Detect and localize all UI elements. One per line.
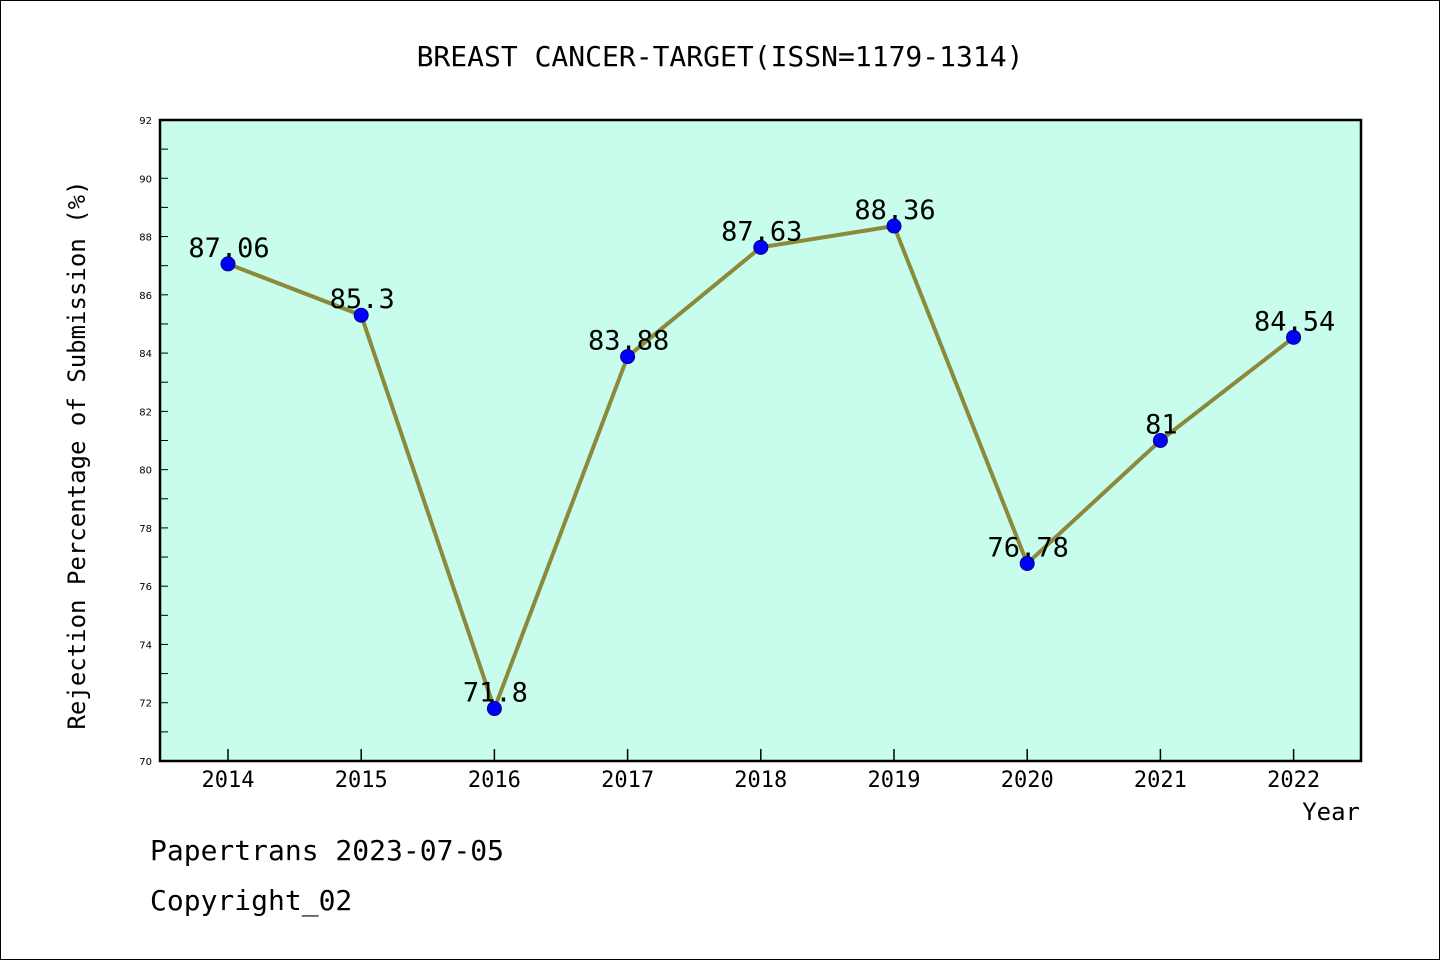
y-tick-label: 74 [139,640,152,651]
y-tick-label: 88 [139,233,152,244]
data-point [886,218,902,234]
data-point [486,701,502,717]
data-label: 87.63 [721,216,802,247]
data-label: 71.8 [463,678,528,709]
data-point [620,349,636,365]
x-axis-label: Year [1302,798,1360,826]
data-label: 84.54 [1254,306,1335,337]
y-tick-label: 76 [139,582,152,593]
y-axis-label: Rejection Percentage of Submission (%) [63,180,91,729]
data-point [220,256,236,272]
data-label: 83.88 [588,326,669,357]
data-point [1286,329,1302,345]
x-tick-label: 2015 [335,768,388,793]
y-tick-label: 70 [139,757,152,768]
y-tick-label: 90 [139,174,152,185]
plot-area: 70 72 74 76 78 80 82 84 86 88 90 92 2014 2015 2016 2017… [139,116,1363,793]
x-tick-label: 2014 [202,768,255,793]
data-label: 85.3 [330,284,395,315]
y-tick-label: 86 [139,291,152,302]
data-label: 76.78 [988,532,1069,563]
footer-date-text: Papertrans 2023-07-05 [150,834,505,867]
y-tick-label: 84 [139,349,152,360]
y-tick-label: 72 [139,699,152,710]
data-point [1152,433,1168,448]
footer-copyright-text: Copyright_02 [150,884,353,917]
chart-title: BREAST CANCER-TARGET(ISSN=1179-1314) [417,40,1024,73]
y-tick-label: 78 [139,524,152,535]
y-tick-label: 82 [139,407,152,418]
x-tick-label: 2019 [868,768,921,793]
x-tick-label: 2021 [1134,768,1187,793]
data-point [753,239,769,255]
y-tick-label: 92 [139,116,152,127]
data-point [1019,555,1035,571]
x-tick-label: 2016 [468,768,521,793]
x-tick-label: 2022 [1267,768,1320,793]
data-label: 88.36 [854,195,935,226]
y-tick-label: 80 [139,466,152,477]
x-tick-label: 2020 [1001,768,1054,793]
data-label: 81 [1145,410,1178,441]
data-label: 87.06 [188,233,269,264]
x-tick-label: 2018 [734,768,787,793]
x-tick-label: 2017 [601,768,654,793]
plot-border [158,118,1363,763]
data-point [353,307,369,323]
